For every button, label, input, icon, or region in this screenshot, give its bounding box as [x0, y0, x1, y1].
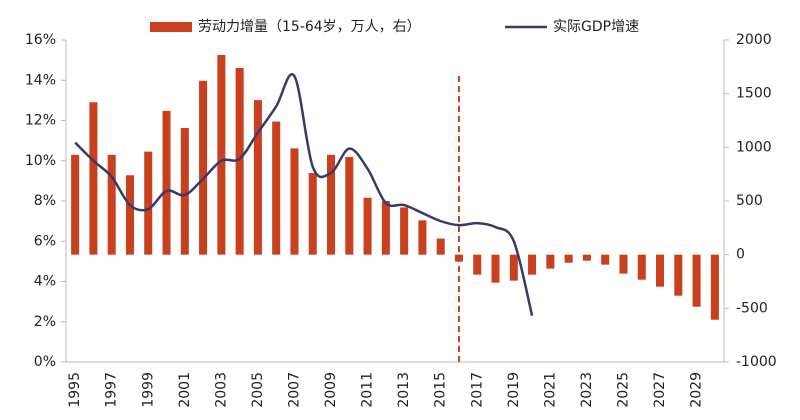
x-tick-label: 1997: [104, 372, 120, 408]
bar: [180, 128, 189, 255]
y2-tick-label: 2000: [736, 32, 772, 48]
y2-tick-label: 1000: [736, 139, 772, 155]
bar: [125, 175, 134, 255]
x-tick-label: 2007: [286, 372, 302, 408]
bar: [418, 220, 427, 255]
legend-label: 劳动力增量（15-64岁，万人，右）: [198, 19, 421, 35]
bar: [235, 67, 244, 255]
bar: [509, 254, 518, 281]
y2-tick-label: 1500: [736, 86, 772, 102]
bar: [381, 201, 390, 255]
bar: [107, 154, 116, 255]
x-tick-label: 2009: [323, 372, 339, 408]
bar: [674, 254, 683, 296]
y-tick-label: 0%: [34, 354, 56, 370]
bar: [400, 207, 409, 255]
x-tick-label: 2015: [433, 372, 449, 408]
x-tick-label: 2017: [469, 372, 485, 408]
bar: [308, 173, 317, 255]
x-tick-label: 2021: [542, 372, 558, 408]
x-tick-label: 1995: [67, 372, 83, 408]
bar: [363, 197, 372, 255]
bar: [710, 254, 719, 320]
x-tick-label: 1999: [140, 372, 156, 408]
bar: [290, 148, 299, 255]
legend-label: 实际GDP增速: [553, 19, 639, 35]
x-tick-label: 2025: [615, 372, 631, 408]
x-tick-label: 2027: [652, 372, 668, 408]
x-tick-label: 2023: [579, 372, 595, 408]
y2-tick-label: -1000: [736, 354, 777, 370]
bar: [582, 254, 591, 261]
bar: [327, 154, 336, 255]
bar: [162, 110, 171, 255]
x-tick-label: 2029: [689, 372, 705, 408]
bar: [601, 254, 610, 265]
line: [74, 72, 534, 317]
y-tick-label: 6%: [34, 233, 56, 249]
y2-tick-label: -500: [736, 300, 768, 316]
x-tick-label: 2019: [506, 372, 522, 408]
y2-tick-label: 500: [736, 193, 763, 209]
bar: [217, 55, 226, 255]
bar: [272, 121, 281, 255]
bar: [89, 102, 98, 255]
bar: [564, 254, 573, 263]
x-tick-label: 2013: [396, 372, 412, 408]
bar: [71, 154, 80, 255]
bar: [491, 254, 500, 283]
bar: [473, 254, 482, 275]
bar: [637, 254, 646, 280]
y-tick-label: 12%: [25, 113, 56, 129]
y-tick-label: 4%: [34, 274, 56, 290]
bar: [253, 100, 262, 255]
x-tick-label: 2011: [360, 372, 376, 408]
y2-tick-label: 0: [736, 247, 745, 263]
bar: [345, 156, 354, 255]
y-tick-label: 14%: [25, 72, 56, 88]
bar: [436, 238, 445, 255]
x-tick-label: 2005: [250, 372, 266, 408]
bar: [546, 254, 555, 269]
bar: [656, 254, 665, 287]
y-tick-label: 2%: [34, 314, 56, 330]
x-tick-label: 2001: [177, 372, 193, 408]
legend-swatch: [150, 22, 192, 32]
bar: [528, 254, 537, 275]
y-tick-label: 10%: [25, 153, 56, 169]
x-tick-label: 2003: [213, 372, 229, 408]
y-tick-label: 16%: [25, 32, 56, 48]
bar: [199, 80, 208, 255]
bar: [144, 151, 153, 255]
bar: [619, 254, 628, 274]
bar: [692, 254, 701, 307]
y-tick-label: 8%: [34, 193, 56, 209]
